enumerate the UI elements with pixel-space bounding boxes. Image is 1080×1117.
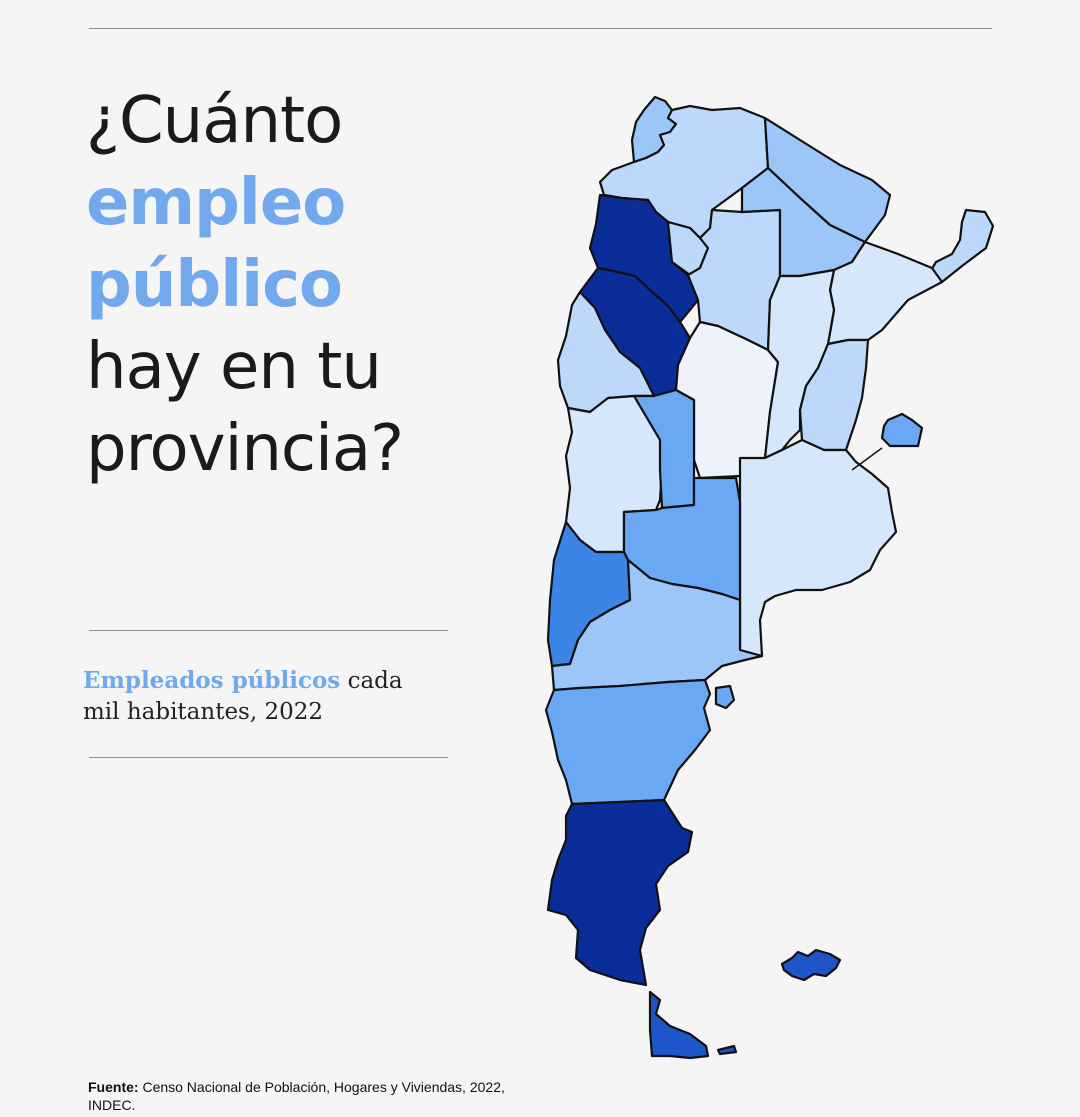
argentina-map [530,80,1010,1070]
headline-line-4: hay en tu [86,330,382,404]
province-tierra-del-fuego[interactable] [648,990,710,1060]
headline-line-3: público [86,248,343,322]
subtitle-text-2: mil habitantes, 2022 [83,699,324,725]
subtitle-bottom-rule [89,757,448,758]
peninsula-valdes[interactable] [714,684,736,710]
province-buenos-aires[interactable] [738,438,898,658]
headline-line-1: ¿Cuánto [86,84,343,158]
source-text: Censo Nacional de Población, Hogares y V… [88,1079,505,1113]
province-santa-cruz[interactable] [546,798,694,987]
isla-de-los-estados[interactable] [716,1044,738,1056]
province-caba[interactable] [880,412,924,448]
legend-subtitle: Empleados públicos cada mil habitantes, … [83,665,443,728]
province-chubut[interactable] [544,678,712,806]
caba-connector [851,447,883,471]
source-label: Fuente: [88,1079,139,1095]
subtitle-text-1: cada [347,668,403,694]
subtitle-top-rule [89,630,448,631]
top-rule [89,28,992,29]
headline-line-2: empleo [86,166,346,240]
subtitle-highlight: Empleados públicos [83,667,341,694]
source-note: Fuente: Censo Nacional de Población, Hog… [88,1078,508,1114]
islas-malvinas[interactable] [780,948,842,982]
province-misiones[interactable] [928,208,995,284]
province-rio-negro[interactable] [550,558,764,692]
headline-line-5: provincia? [86,412,404,486]
headline: ¿Cuánto empleo público hay en tu provinc… [86,80,404,490]
